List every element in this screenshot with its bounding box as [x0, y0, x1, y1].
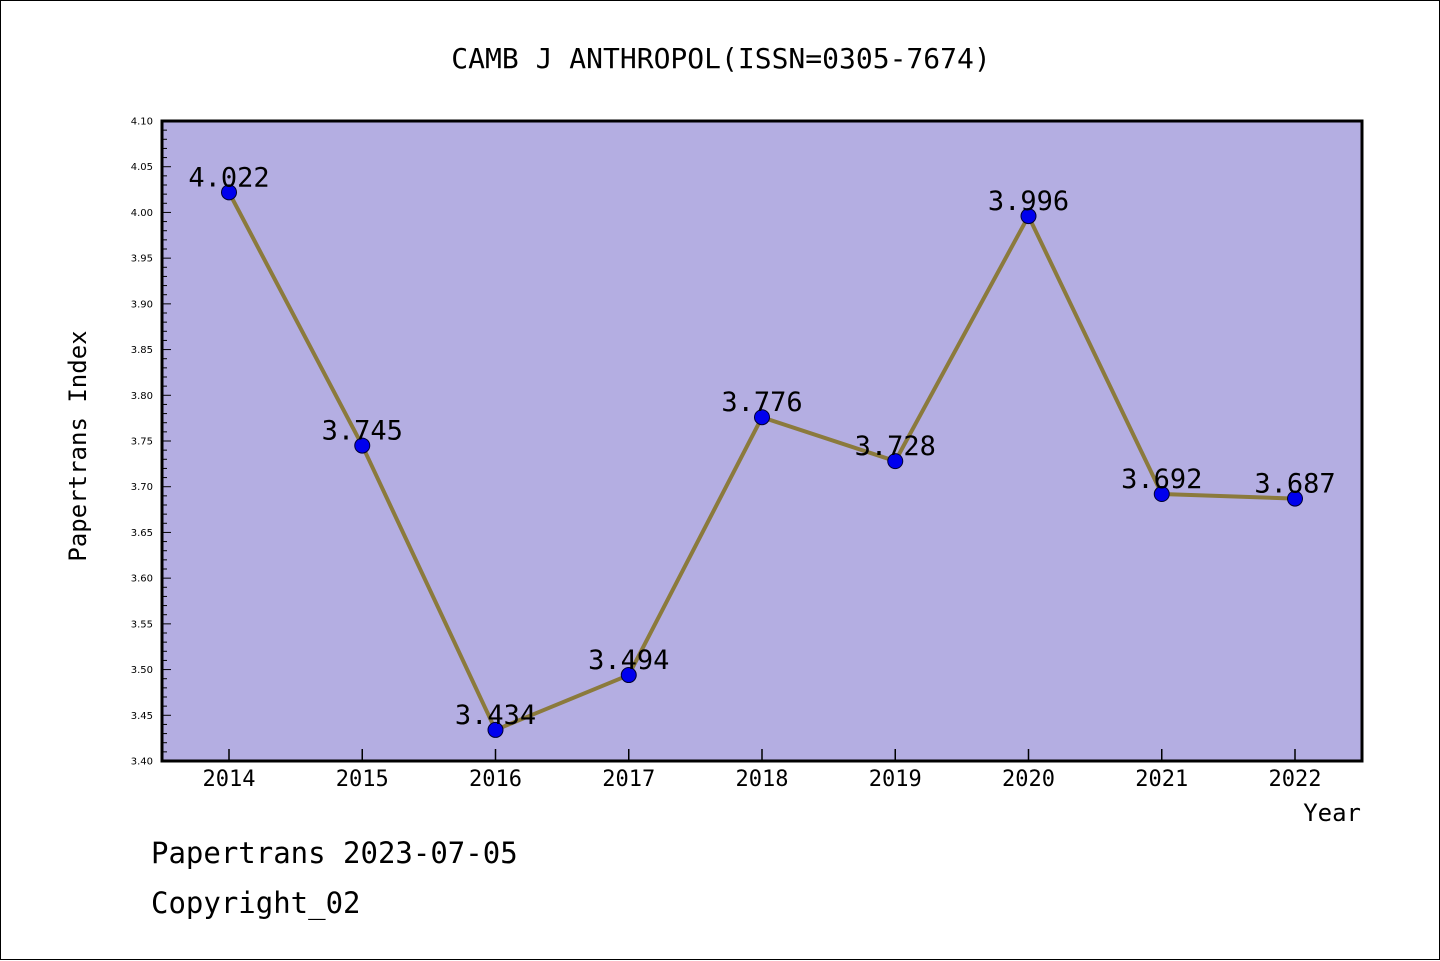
- x-tick-label: 2017: [602, 767, 655, 792]
- series: 4.022 3.745 3.434 3.494 3.776 3.728 3.996 3.692…: [188, 162, 1336, 738]
- data-point: [754, 409, 770, 426]
- y-axis-label: Papertrans Index: [64, 330, 92, 561]
- y-tick-label: 3.80: [131, 391, 153, 402]
- data-label: 4.022: [188, 162, 269, 193]
- chart-title: CAMB J ANTHROPOL(ISSN=0305-7674): [451, 42, 990, 75]
- y-tick-label: 3.70: [131, 482, 153, 493]
- y-tick-label: 3.90: [131, 299, 153, 310]
- data-point: [1153, 486, 1170, 503]
- data-point: [1287, 490, 1303, 507]
- data-label: 3.687: [1254, 469, 1335, 500]
- x-tick-label: 2021: [1135, 767, 1188, 792]
- y-tick-label: 3.55: [131, 619, 153, 630]
- y-tick-label: 4.00: [131, 208, 153, 219]
- data-point: [620, 667, 637, 684]
- data-label: 3.745: [322, 416, 403, 447]
- y-tick-label: 3.60: [131, 574, 153, 585]
- x-axis-label: Year: [1303, 799, 1361, 827]
- y-tick-label: 3.50: [131, 665, 153, 676]
- y-tick-label: 3.85: [131, 345, 153, 356]
- data-point: [887, 453, 904, 470]
- y-tick-label: 3.40: [131, 757, 153, 768]
- data-label: 3.728: [855, 431, 936, 462]
- data-point: [487, 721, 504, 738]
- y-tick-label: 3.45: [131, 711, 153, 722]
- data-label: 3.776: [721, 387, 802, 418]
- x-tick-label: 2018: [736, 767, 789, 792]
- y-tick-label: 3.75: [131, 437, 153, 448]
- data-label: 3.692: [1121, 464, 1202, 495]
- y-tick-label: 4.05: [131, 162, 153, 173]
- x-tick-label: 2014: [203, 767, 256, 792]
- data-point: [221, 184, 237, 201]
- y-axis: 3.40 3.45 3.50 3.55 3.60 3.65 3.70 3.75 3.80 3.85…: [131, 117, 171, 768]
- x-tick-label: 2015: [336, 767, 389, 792]
- x-tick-label: 2020: [1002, 767, 1055, 792]
- data-label: 3.434: [455, 700, 536, 731]
- x-tick-label: 2022: [1269, 767, 1322, 792]
- data-label: 3.494: [588, 645, 669, 676]
- y-tick-label: 3.65: [131, 528, 153, 539]
- data-point: [354, 437, 371, 454]
- x-tick-label: 2019: [869, 767, 922, 792]
- data-point: [1020, 208, 1037, 225]
- x-tick-label: 2016: [469, 767, 522, 792]
- y-tick-label: 4.10: [131, 117, 153, 128]
- footer-copyright: Copyright_02: [151, 886, 361, 920]
- data-label: 3.996: [988, 186, 1069, 217]
- footer-date: Papertrans 2023-07-05: [151, 836, 518, 870]
- y-tick-label: 3.95: [131, 254, 153, 265]
- x-axis: 2014 2015 2016 2017 2018 2019 2020 2021 2022: [203, 749, 1322, 792]
